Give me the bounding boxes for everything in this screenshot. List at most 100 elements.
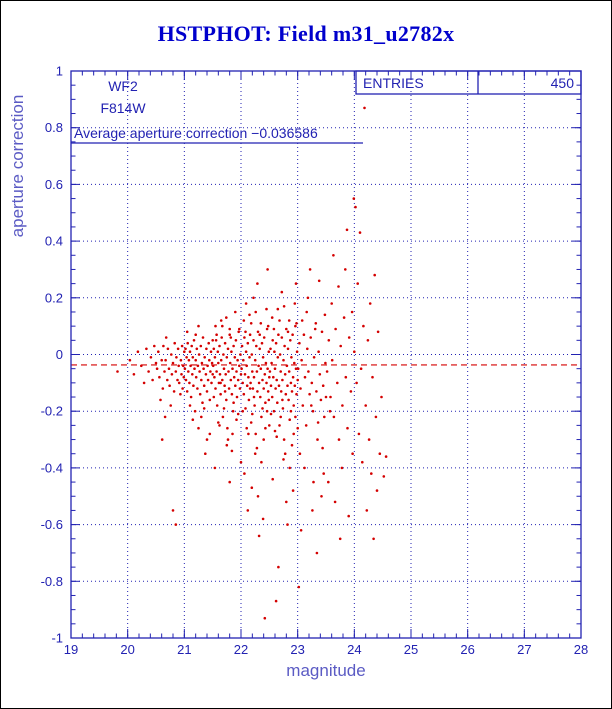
data-point	[197, 426, 200, 430]
data-point	[251, 412, 254, 416]
data-point	[265, 307, 268, 311]
data-point	[283, 452, 287, 456]
data-point	[309, 336, 313, 339]
data-point	[245, 426, 248, 430]
data-point	[187, 370, 190, 373]
data-point	[219, 392, 222, 396]
data-point	[355, 381, 358, 385]
data-point	[278, 353, 282, 356]
data-point	[204, 373, 208, 376]
data-point	[245, 384, 249, 388]
data-point	[351, 452, 354, 456]
data-point	[173, 341, 176, 345]
data-point	[310, 404, 313, 407]
axis-ticks	[70, 70, 582, 639]
data-point	[297, 585, 301, 589]
data-point	[289, 409, 293, 413]
data-point	[279, 370, 283, 373]
data-point	[177, 364, 180, 368]
data-point	[222, 353, 225, 356]
y-tick-label: -0.4	[41, 460, 63, 475]
data-point	[225, 356, 229, 359]
data-point	[365, 509, 369, 512]
data-point	[181, 387, 184, 390]
entries-label: ENTRIES	[363, 75, 424, 91]
data-point	[211, 339, 214, 342]
data-point	[332, 415, 336, 419]
data-point	[291, 333, 294, 337]
data-point	[371, 375, 374, 379]
data-point	[265, 327, 269, 331]
data-point	[181, 364, 185, 368]
data-point	[349, 390, 353, 393]
data-point	[238, 364, 241, 368]
data-point	[329, 395, 332, 399]
data-point	[248, 333, 252, 337]
data-point	[155, 367, 159, 371]
data-point	[185, 390, 189, 393]
data-point	[261, 517, 265, 521]
data-point	[231, 367, 234, 371]
x-tick-label: 25	[404, 642, 418, 657]
data-point	[171, 361, 175, 365]
data-point	[210, 361, 214, 365]
data-point	[299, 529, 303, 532]
data-point	[303, 375, 307, 379]
data-point	[212, 395, 216, 399]
data-point	[271, 339, 275, 342]
data-point	[289, 339, 292, 342]
data-point	[345, 228, 349, 232]
x-tick-label: 20	[120, 642, 134, 657]
data-point	[151, 378, 154, 382]
data-point	[226, 347, 230, 351]
data-point	[308, 392, 311, 396]
data-point	[182, 375, 186, 379]
data-point	[246, 341, 250, 345]
data-point	[250, 486, 254, 490]
data-point	[281, 407, 285, 410]
data-point	[291, 489, 295, 492]
data-point	[256, 495, 260, 498]
data-point	[157, 350, 160, 354]
data-point	[170, 373, 174, 376]
data-point	[264, 401, 267, 405]
data-point	[301, 404, 305, 407]
data-point	[323, 415, 326, 419]
data-point	[236, 378, 240, 382]
data-point	[317, 350, 320, 354]
data-point	[298, 341, 301, 345]
data-point	[256, 330, 260, 334]
data-point	[229, 336, 233, 339]
data-point	[254, 432, 257, 436]
x-tick-label: 28	[574, 642, 588, 657]
data-point	[241, 381, 244, 385]
data-point	[234, 310, 237, 314]
data-point	[342, 316, 346, 319]
data-point	[226, 426, 229, 430]
data-point	[363, 106, 366, 110]
data-point	[225, 443, 229, 447]
data-point	[285, 327, 288, 331]
data-point	[315, 551, 319, 555]
data-point	[222, 367, 226, 371]
data-point	[205, 390, 209, 393]
x-tick-label: 22	[234, 642, 248, 657]
data-point	[316, 421, 320, 424]
data-point	[227, 370, 230, 373]
data-point	[169, 404, 172, 407]
data-point	[251, 387, 255, 390]
data-point	[232, 344, 235, 348]
data-point	[222, 407, 226, 410]
data-point	[161, 387, 165, 390]
data-point	[291, 375, 295, 379]
data-point	[219, 319, 223, 322]
data-point	[293, 384, 297, 388]
data-point	[262, 438, 266, 441]
data-point	[261, 407, 264, 410]
data-point	[174, 370, 178, 373]
data-point	[258, 333, 262, 337]
data-point	[373, 273, 377, 277]
data-point	[136, 350, 140, 354]
data-point	[295, 322, 298, 325]
data-point	[149, 356, 153, 359]
